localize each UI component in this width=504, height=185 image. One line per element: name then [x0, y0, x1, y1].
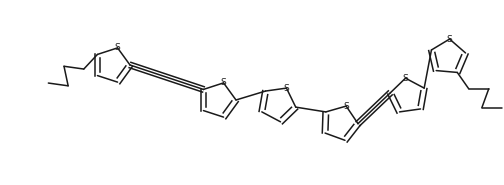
Text: S: S	[343, 102, 349, 111]
Text: S: S	[284, 84, 289, 93]
Text: S: S	[403, 74, 408, 83]
Text: S: S	[115, 43, 120, 52]
Text: S: S	[221, 78, 226, 87]
Text: S: S	[447, 35, 453, 44]
